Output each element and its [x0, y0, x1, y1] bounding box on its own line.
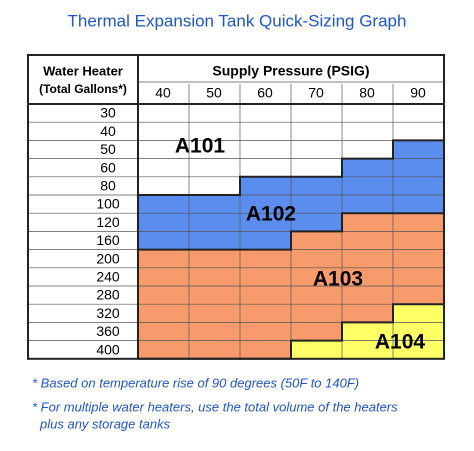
zone-fill [342, 158, 393, 214]
zone-fill [138, 195, 189, 250]
zone-fill [291, 176, 342, 232]
gallon-label: 40 [100, 123, 116, 139]
gallon-label: 160 [96, 232, 120, 248]
title: Thermal Expansion Tank Quick-Sizing Grap… [68, 11, 407, 30]
row-header: Water Heater [43, 63, 123, 78]
footnote: * For multiple water heaters, use the to… [32, 399, 398, 414]
gallon-label: 30 [100, 105, 116, 121]
row-header: (Total Gallons*) [39, 82, 127, 96]
zone-label: A103 [313, 268, 363, 291]
pressure-label: 80 [359, 85, 375, 101]
gallon-label: 280 [96, 287, 120, 303]
footnote: plus any storage tanks [39, 416, 171, 431]
pressure-label: 40 [155, 85, 171, 101]
footnote: * Based on temperature rise of 90 degree… [32, 375, 359, 390]
column-header: Supply Pressure (PSIG) [212, 63, 369, 79]
pressure-label: 60 [257, 85, 273, 101]
table-border [27, 54, 445, 360]
zone-border [138, 139, 444, 196]
zone-fill [189, 195, 240, 250]
gallon-label: 240 [96, 269, 120, 285]
zone-fill [393, 304, 444, 359]
zone-label: A101 [175, 135, 226, 158]
pressure-label: 90 [410, 85, 426, 101]
zone-border [138, 212, 444, 251]
zone-label: A104 [375, 331, 426, 354]
gallon-label: 400 [96, 341, 120, 357]
gallon-label: 360 [96, 323, 120, 339]
gallon-label: 60 [100, 159, 116, 175]
gallon-label: 80 [100, 178, 116, 194]
zone-fill [393, 213, 444, 305]
gallon-label: 320 [96, 305, 120, 321]
pressure-label: 70 [308, 85, 324, 101]
gallon-label: 200 [96, 250, 120, 266]
gallon-label: 50 [100, 141, 116, 157]
gallon-label: 120 [96, 214, 120, 230]
zone-label: A102 [246, 203, 296, 226]
zone-fill [291, 340, 342, 359]
pressure-label: 50 [206, 85, 222, 101]
gallon-label: 100 [96, 196, 120, 212]
